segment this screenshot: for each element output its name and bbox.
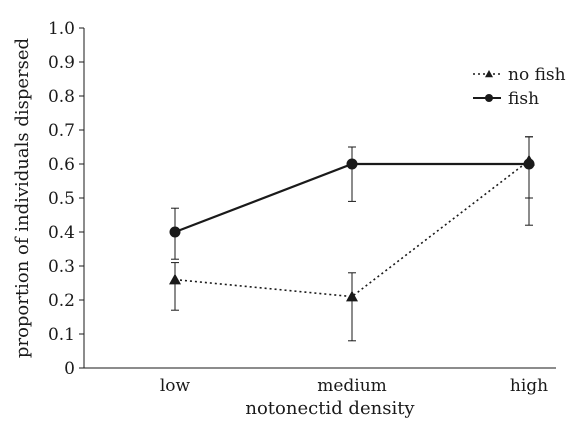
y-axis-title: proportion of individuals dispersed [12, 38, 33, 358]
legend-marker [485, 70, 493, 78]
x-axis: low medium high [84, 367, 556, 396]
data-point [169, 273, 181, 285]
y-tick-label: 0.9 [48, 53, 75, 73]
x-tick-label: low [160, 376, 191, 396]
error-bar [348, 146, 356, 202]
x-axis-title: notonectid density [245, 398, 415, 419]
error-bar [171, 262, 179, 311]
data-point [169, 226, 181, 238]
legend: no fish fish [473, 65, 566, 109]
legend-entry: fish [473, 89, 539, 109]
error-bar [348, 272, 356, 342]
series-line [174, 159, 530, 298]
legend-label: fish [508, 89, 539, 109]
y-tick-label: 0.6 [48, 155, 75, 175]
legend-entry: no fish [473, 65, 566, 85]
y-tick-label: 0.3 [48, 257, 75, 277]
y-tick-label: 0.7 [48, 121, 75, 141]
x-tick-label: high [510, 376, 548, 396]
data-point [346, 290, 358, 302]
y-tick-label: 0.5 [48, 189, 75, 209]
y-tick-label: 0.1 [48, 325, 75, 345]
series-layer [169, 136, 535, 342]
x-tick-label: medium [317, 376, 387, 396]
y-tick-label: 0.8 [48, 87, 75, 107]
y-tick-label: 0 [64, 359, 75, 379]
y-tick-label: 1.0 [48, 19, 75, 39]
legend-label: no fish [508, 65, 566, 85]
y-tick-label: 0.2 [48, 291, 75, 311]
series-fish [169, 136, 535, 260]
data-point [346, 158, 358, 170]
error-bar [525, 136, 533, 226]
y-axis: 0 0.1 0.2 0.3 0.4 0.5 0.6 0.7 0.8 0.9 1.0 [48, 19, 85, 379]
y-tick-label: 0.4 [48, 223, 75, 243]
data-point [523, 158, 535, 170]
legend-marker [485, 94, 493, 102]
